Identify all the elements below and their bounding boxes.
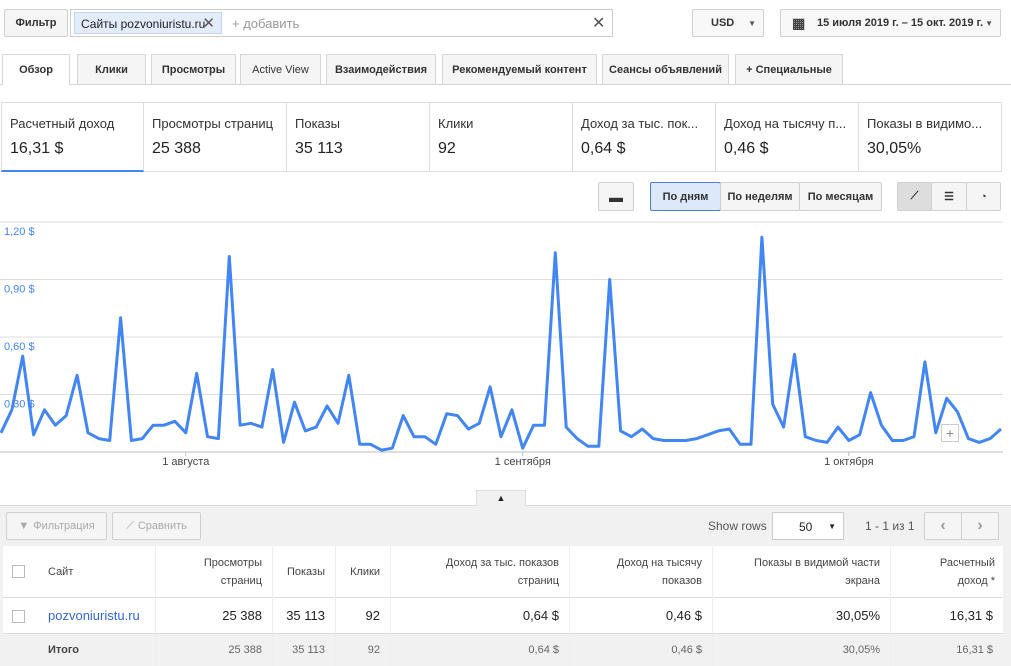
scorecard-label: Клики <box>438 116 474 131</box>
pie-chart-button[interactable]: ◔ <box>966 182 1001 211</box>
scorecard-label: Показы <box>295 116 340 131</box>
x-tick-label: 1 октября <box>824 456 874 468</box>
label: Сравнить <box>137 520 187 532</box>
tab[interactable]: Рекомендуемый контент <box>442 54 597 84</box>
rows-select[interactable]: 50 ▼ <box>772 512 844 540</box>
label: Фильтрация <box>33 520 95 532</box>
checkbox[interactable] <box>12 610 25 623</box>
scorecard[interactable]: Показы 35 113 <box>287 102 430 172</box>
currency-text: USD <box>711 17 735 29</box>
scorecard[interactable]: Расчетный доход 16,31 $ <box>1 102 144 172</box>
tab[interactable]: Просмотры <box>151 54 236 84</box>
y-tick-label: 0,90 $ <box>4 284 35 296</box>
scorecard-value: 16,31 $ <box>10 140 64 157</box>
clear-filter[interactable]: ✕ <box>592 15 606 32</box>
scorecard[interactable]: Доход на тысячу п... 0,46 $ <box>716 102 859 172</box>
cell-value: 25 388 <box>155 598 272 633</box>
cell-value: 35 113 <box>272 633 335 666</box>
prev-page[interactable]: ‹ <box>924 512 962 540</box>
header-row <box>3 546 1003 598</box>
table: Сайт Просмотры страниц Показы Клики Доход за… <box>3 546 1003 666</box>
column-header[interactable]: Просмотры страниц <box>155 546 272 598</box>
cell-value: 92 <box>335 598 390 633</box>
tab[interactable]: Клики <box>77 54 146 84</box>
compare-button[interactable]: ⟋ Сравнить <box>112 512 201 540</box>
scorecard-label: Доход за тыс. пок... <box>581 116 699 131</box>
cell-value: 92 <box>335 633 390 666</box>
annotation-button[interactable]: ▬ <box>598 182 634 211</box>
tab[interactable]: Сеансы объявлений <box>602 54 729 84</box>
column-header[interactable]: Показы <box>272 546 335 598</box>
next-page[interactable]: › <box>961 512 999 540</box>
cell-value: 30,05% <box>712 598 890 633</box>
pager: 1 - 1 из 1 <box>865 519 915 533</box>
column-header[interactable]: Доход на тысячу показов <box>569 546 712 598</box>
tab-rule <box>0 84 1011 85</box>
cell-value: 0,46 $ <box>569 598 712 633</box>
tab[interactable]: + Специальные <box>735 54 843 84</box>
scorecard[interactable]: Просмотры страниц 25 388 <box>144 102 287 172</box>
row-label[interactable]: pozvoniuristu.ru <box>48 608 140 623</box>
scorecard-value: 92 <box>438 140 456 157</box>
date-text: 15 июля 2019 г. – 15 окт. 2019 г. <box>817 17 984 29</box>
chip-close[interactable]: ✕ <box>202 15 215 32</box>
add-annotation[interactable]: + <box>941 424 959 442</box>
view-button[interactable]: По дням <box>650 182 721 211</box>
x-tick-label: 1 августа <box>162 456 210 468</box>
filter-button[interactable]: Фильтр <box>4 9 68 37</box>
scorecard-value: 25 388 <box>152 140 201 157</box>
tab[interactable]: Active View <box>240 54 321 84</box>
checkbox[interactable] <box>12 565 25 578</box>
view-button[interactable]: По месяцам <box>799 182 882 211</box>
scorecard-value: 30,05% <box>867 140 922 157</box>
column-header: Сайт <box>48 566 74 578</box>
scorecard-label: Доход на тысячу п... <box>724 116 847 131</box>
scorecard-label: Расчетный доход <box>10 116 115 131</box>
chart: 0,30 $0,60 $0,90 $1,20 $1 августа 1 сентя… <box>0 221 1003 468</box>
scorecard[interactable]: Доход за тыс. пок... 0,64 $ <box>573 102 716 172</box>
scorecard[interactable]: Показы в видимо... 30,05% <box>859 102 1002 172</box>
filter-add[interactable]: + добавить <box>232 16 300 31</box>
cell-value: 16,31 $ <box>890 598 1003 633</box>
scorecard-label: Просмотры страниц <box>152 116 274 131</box>
x-tick-label: 1 сентября <box>495 456 551 468</box>
scorecard-label: Показы в видимо... <box>867 116 983 131</box>
collapse-button[interactable]: ▲ <box>476 490 526 506</box>
line-series <box>0 235 1002 452</box>
cell-value: 16,31 $ <box>890 633 1003 666</box>
filter-box[interactable] <box>70 9 613 37</box>
currency[interactable]: USD ▼ <box>692 9 764 37</box>
y-tick-label: 0,60 $ <box>4 341 35 353</box>
total-row <box>3 633 1003 666</box>
rows-value: 50 <box>799 520 813 534</box>
filter-table-button[interactable]: ▼ Фильтрация <box>6 512 107 540</box>
line-chart-button[interactable]: ⟋ <box>897 182 932 211</box>
cell-value: 0,46 $ <box>569 633 712 666</box>
column-header[interactable]: Расчетный доход * <box>890 546 1003 598</box>
column-header[interactable]: Клики <box>335 546 390 598</box>
row-label: Итого <box>48 643 80 656</box>
cell-value: 0,64 $ <box>390 633 569 666</box>
chip-text: Сайты pozvoniuristu.ru <box>81 17 206 31</box>
show-rows-label: Show rows <box>708 519 767 533</box>
scorecard[interactable]: Клики 92 <box>430 102 573 172</box>
cell-value: 30,05% <box>712 633 890 666</box>
date-range[interactable]: ▦ 15 июля 2019 г. – 15 окт. 2019 г. ▼ <box>780 9 1001 37</box>
filter-chip[interactable]: Сайты pozvoniuristu.ru ✕ <box>74 12 222 34</box>
column-header[interactable]: Доход за тыс. показов страниц <box>390 546 569 598</box>
tab[interactable]: Обзор <box>2 54 70 85</box>
column-header[interactable]: Показы в видимой части экрана <box>712 546 890 598</box>
cell-value: 35 113 <box>272 598 335 633</box>
scorecard-value: 0,64 $ <box>581 140 626 157</box>
bar-chart-button[interactable]: ☰ <box>931 182 967 211</box>
cell-value: 0,64 $ <box>390 598 569 633</box>
tab[interactable]: Взаимодействия <box>326 54 436 84</box>
scorecard-value: 35 113 <box>295 140 343 157</box>
cell-value: 25 388 <box>155 633 272 666</box>
y-tick-label: 1,20 $ <box>4 226 35 238</box>
scorecard-value: 0,46 $ <box>724 140 769 157</box>
